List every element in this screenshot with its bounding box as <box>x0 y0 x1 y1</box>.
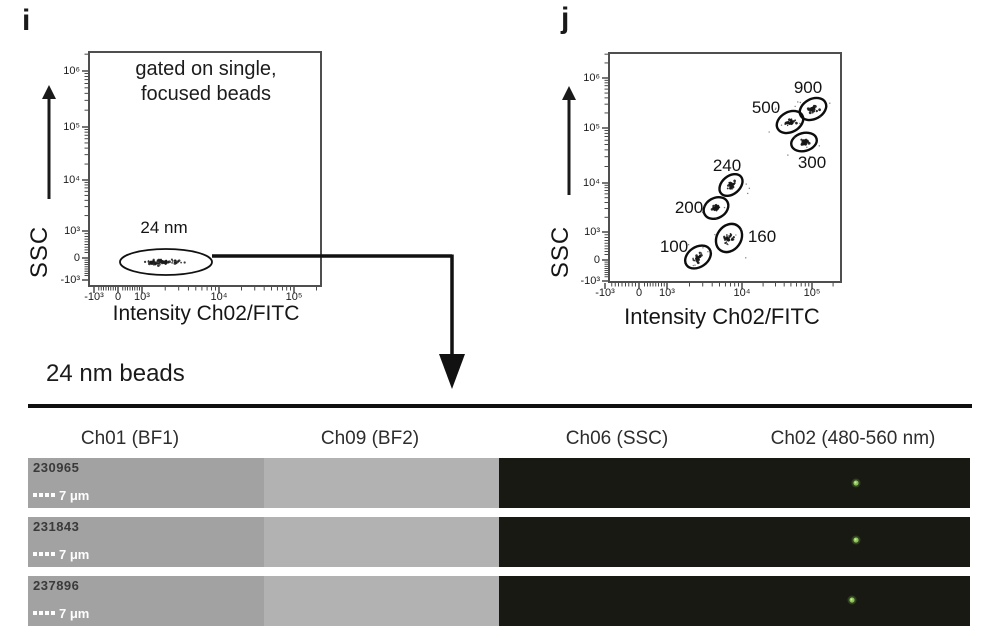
scale-bar-dot <box>33 552 37 556</box>
table-title: 24 nm beads <box>46 360 185 387</box>
plot-i-x-axis-title: Intensity Ch02/FITC <box>112 302 300 325</box>
plot-i-y-tick-label: -10³ <box>60 274 80 286</box>
scale-bar: 7 μm <box>33 546 90 562</box>
plot-j-x-tick-label: 10³ <box>659 287 675 299</box>
plot-i-annotation-line1: gated on single, <box>135 58 277 80</box>
scale-bar-dot <box>39 493 43 497</box>
plot-j-x-axis-title: Intensity Ch02/FITC <box>624 304 820 329</box>
scale-bar-dot <box>33 493 37 497</box>
scale-bar-label: 7 μm <box>59 487 90 503</box>
table-row: 231843 7 μm <box>28 517 970 567</box>
plot-j-y-tick-label: 10⁶ <box>583 72 600 84</box>
cluster-label-300: 300 <box>797 153 827 172</box>
plot-j-y-axis-arrowhead <box>562 86 576 100</box>
bead-image-bf2 <box>264 576 499 626</box>
scale-bar-label: 7 μm <box>59 605 90 621</box>
bead-image-bf2 <box>264 517 499 567</box>
scale-bar-dot <box>39 611 43 615</box>
scale-bar-dot <box>45 493 49 497</box>
table-column-header-1: Ch01 (BF1) <box>80 428 180 449</box>
plot-i-y-axis-title: SSC <box>26 225 53 279</box>
bead-image-ssc-fitc <box>499 576 970 626</box>
scale-bar-dot <box>51 552 55 556</box>
scale-bar: 7 μm <box>33 605 90 621</box>
plot-i-y-tick-label: 0 <box>73 252 80 264</box>
table-column-header-2: Ch09 (BF2) <box>320 428 420 449</box>
plot-i-y-tick-label: 10⁵ <box>63 121 80 133</box>
plot-i-x-tick-label: 10⁵ <box>285 291 303 303</box>
panel-j-label: j <box>561 2 570 35</box>
bead-image-bf1 <box>28 517 264 567</box>
bead-image-ssc-fitc <box>499 517 970 567</box>
scale-bar-label: 7 μm <box>59 546 90 562</box>
gate-connector-arrowhead <box>439 354 465 389</box>
bead-object-id: 230965 <box>33 460 80 475</box>
plot-j-y-tick-label: 10³ <box>584 226 600 238</box>
plot-i-y-axis-arrowhead <box>42 85 56 99</box>
cluster-label-100: 100 <box>659 237 689 256</box>
scale-bar-dot <box>45 552 49 556</box>
bead-image-ssc-fitc <box>499 458 970 508</box>
scale-bar: 7 μm <box>33 487 90 503</box>
cluster-label-200: 200 <box>674 198 704 217</box>
bead-object-id: 231843 <box>33 519 80 534</box>
plot-j-x-tick-label: -10³ <box>595 287 615 299</box>
table-top-rule <box>28 404 972 408</box>
plot-j-x-tick-label: 10⁴ <box>733 287 751 299</box>
plot-j-y-axis-title: SSC <box>547 225 574 279</box>
table-column-header-4: Ch02 (480-560 nm) <box>770 428 936 449</box>
plot-j-x-tick-label: 10⁵ <box>803 287 821 299</box>
scale-bar-dot <box>39 552 43 556</box>
bead-image-bf1 <box>28 458 264 508</box>
scale-bar-dot <box>33 611 37 615</box>
cluster-label-240: 240 <box>712 156 742 175</box>
cluster-label-900: 900 <box>793 78 823 97</box>
scale-bar-dot <box>51 493 55 497</box>
plot-i-x-tick-label: -10³ <box>84 291 104 303</box>
plot-j-y-tick-label: 10⁴ <box>583 177 600 189</box>
cluster-label-500: 500 <box>751 98 781 117</box>
table-column-header-3: Ch06 (SSC) <box>565 428 669 449</box>
plot-i-annotation: gated on single, focused beads <box>135 57 276 107</box>
table-row: 230965 7 μm <box>28 458 970 508</box>
plot-i-x-tick-label: 10³ <box>134 291 150 303</box>
plot-i-annotation-line2: focused beads <box>140 83 272 105</box>
scale-bar-dot <box>51 611 55 615</box>
cluster-label-160: 160 <box>747 227 777 246</box>
plot-i-x-tick-label: 10⁴ <box>210 291 228 303</box>
bead-image-bf2 <box>264 458 499 508</box>
plot-i-y-tick-label: 10⁶ <box>63 65 80 77</box>
plot-j-x-tick-label: 0 <box>635 287 643 299</box>
plot-i-x-tick-label: 0 <box>114 291 122 303</box>
plot-i-area <box>88 51 322 287</box>
plot-j-y-tick-label: 10⁵ <box>583 122 600 134</box>
table-row: 237896 7 μm <box>28 576 970 626</box>
plot-i-y-tick-label: 10⁴ <box>63 174 80 186</box>
bead-object-id: 237896 <box>33 578 80 593</box>
plot-j-y-tick-label: -10³ <box>580 275 600 287</box>
gate-24nm-label: 24 nm <box>140 218 188 237</box>
scale-bar-dot <box>45 611 49 615</box>
panel-i-label: i <box>22 4 31 37</box>
plot-i-y-tick-label: 10³ <box>64 225 80 237</box>
bead-image-bf1 <box>28 576 264 626</box>
plot-j-y-tick-label: 0 <box>593 254 600 266</box>
